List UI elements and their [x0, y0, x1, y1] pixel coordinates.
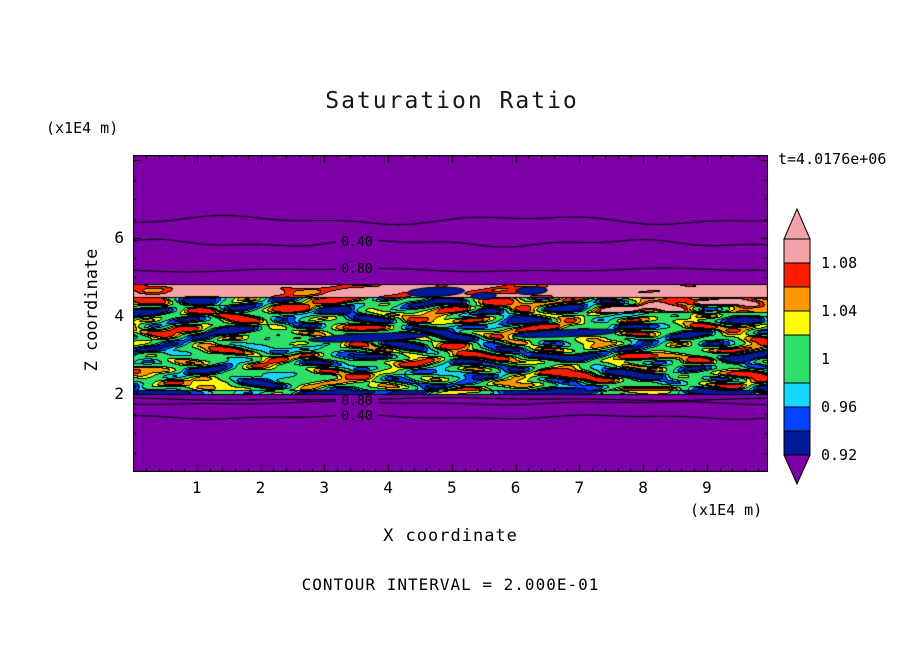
colorbar-up-arrow	[783, 208, 811, 240]
x-tick-label: 9	[701, 478, 712, 497]
colorbar-label: 1.04	[821, 302, 858, 320]
colorbar-segment	[783, 334, 811, 384]
colorbar-label: 1	[821, 350, 831, 368]
colorbar-segment	[783, 286, 811, 312]
colorbar-label: 0.96	[821, 398, 858, 416]
contour-label-040-upper: 0.40	[336, 236, 378, 249]
colorbar-svg	[783, 208, 811, 485]
time-label: t=4.0176e+06	[778, 150, 887, 168]
z-axis-unit: (x1E4 m)	[46, 119, 119, 137]
x-tick-label: 3	[319, 478, 330, 497]
colorbar-segment	[783, 310, 811, 336]
colorbar-segment	[783, 430, 811, 456]
x-tick-label: 6	[510, 478, 521, 497]
colorbar-segment	[783, 382, 811, 408]
colorbar-segment	[783, 406, 811, 432]
z-axis-label: Z coordinate	[82, 248, 102, 372]
plot-title: Saturation Ratio	[325, 88, 579, 114]
plot-area: 0.40 0.80 0.80 0.40	[133, 155, 768, 472]
colorbar: 1.08 1.04 1 0.96 0.92	[783, 208, 893, 498]
x-tick-label: 8	[638, 478, 648, 497]
colorbar-label: 0.92	[821, 446, 858, 464]
x-axis-unit: (x1E4 m)	[690, 501, 763, 519]
colorbar-segment	[783, 238, 811, 264]
x-tick-label: 1	[191, 478, 202, 497]
colorbar-label: 1.08	[821, 254, 858, 272]
colorbar-segment	[783, 262, 811, 288]
z-tick-label: 2	[114, 384, 124, 404]
x-tick-label: 2	[255, 478, 266, 497]
x-axis-label: X coordinate	[383, 526, 518, 546]
contour-interval-note: CONTOUR INTERVAL = 2.000E-01	[301, 575, 600, 594]
contour-canvas	[133, 155, 768, 472]
z-tick-label: 6	[114, 228, 124, 248]
contour-label-080-lower: 0.80	[336, 395, 378, 408]
colorbar-down-arrow	[783, 454, 811, 485]
contour-label-080-upper: 0.80	[336, 263, 378, 276]
contour-label-040-lower: 0.40	[336, 410, 378, 423]
x-tick-label: 7	[574, 478, 585, 497]
x-tick-label: 5	[446, 478, 457, 497]
x-tick-label: 4	[383, 478, 393, 497]
